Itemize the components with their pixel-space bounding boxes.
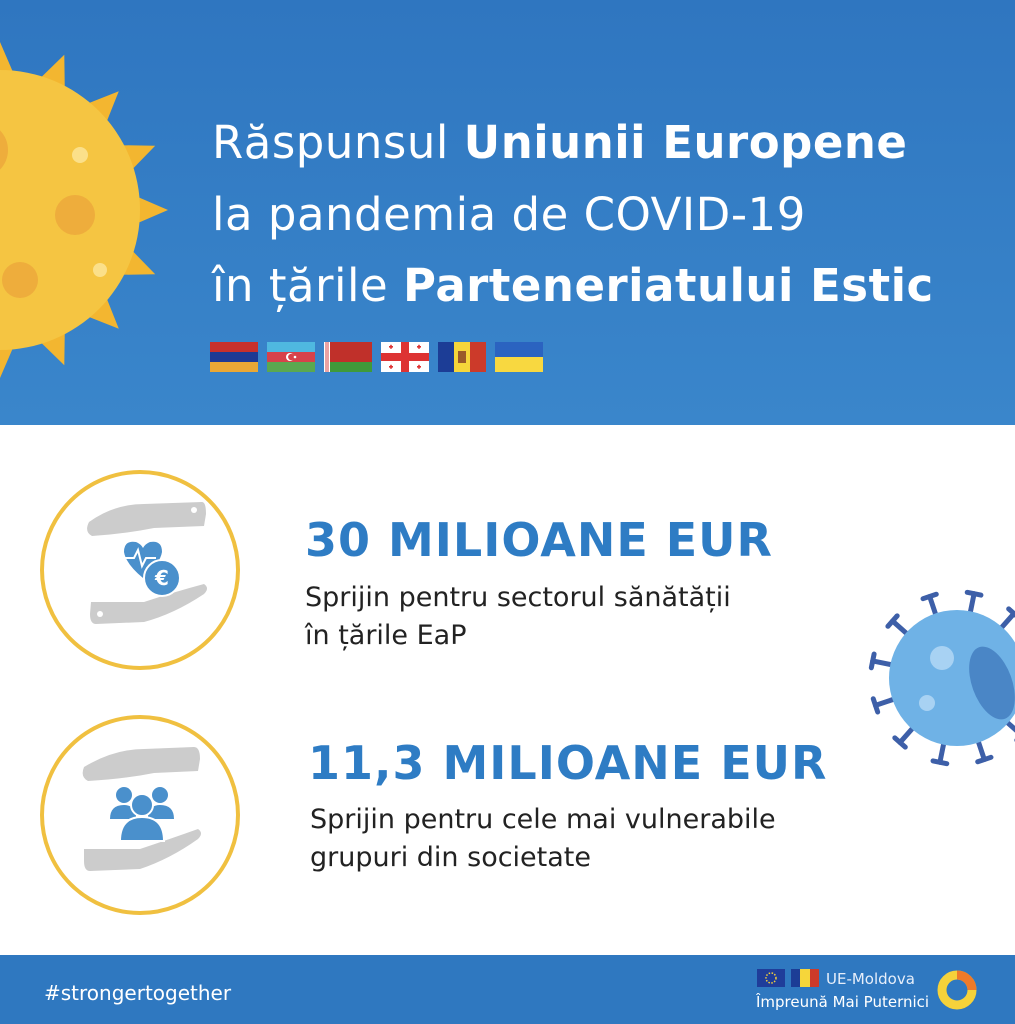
amount-vulnerable: 11,3 MILIOANE EUR	[308, 736, 828, 790]
brand-line-2: Împreună Mai Puternici	[756, 993, 930, 1011]
flag-moldova-icon	[438, 342, 486, 372]
footer: #strongertogether UE-Moldova Împreună Ma…	[0, 955, 1015, 1024]
virus-spike-cap	[868, 651, 877, 671]
flag-belarus-icon	[324, 342, 372, 372]
virus-icon	[868, 589, 1015, 767]
title-line-2: la pandemia de COVID-19	[212, 188, 806, 241]
virus-spike-cap	[870, 696, 881, 715]
sun-spike	[79, 91, 119, 131]
sun-spike	[79, 289, 119, 329]
flag-georgia-icon	[381, 342, 429, 372]
sun-icon	[0, 42, 168, 378]
eu-flag-icon	[757, 969, 785, 987]
header-banner: Răspunsul Uniunii Europene la pandemia d…	[0, 0, 1015, 425]
brand-line-1: UE-Moldova	[826, 970, 915, 988]
desc-vulnerable: Sprijin pentru cele mai vulnerabile grupu…	[310, 804, 776, 873]
virus-spike-cap	[1006, 606, 1015, 618]
title-line-1: Răspunsul Uniunii Europene	[212, 116, 908, 169]
hashtag: #strongertogether	[44, 981, 232, 1005]
desc-health: Sprijin pentru sectorul sănătății în țări…	[305, 582, 731, 651]
stronger-together-logo-icon	[937, 970, 977, 1010]
virus-spike-cap	[975, 754, 994, 765]
virus-spike-cap	[930, 758, 950, 767]
virus-spike-cap	[964, 589, 984, 598]
flag-azerbaijan-icon	[267, 342, 315, 372]
title-line-3: în țările Parteneriatului Estic	[212, 259, 934, 312]
flag-ukraine-icon	[495, 342, 543, 372]
hands-people-icon	[40, 715, 240, 915]
flag-armenia-icon	[210, 342, 258, 372]
moldova-flag-icon	[791, 969, 819, 987]
virus-spike-cap	[920, 591, 939, 602]
svg-text:€: €	[154, 566, 169, 590]
virus-spike-cap	[885, 613, 900, 629]
virus-spike-cap	[892, 735, 908, 750]
flag-row	[210, 342, 543, 372]
content-section: € 30 MILIOANE EUR Sprijin pentru sectoru…	[0, 425, 1015, 955]
hands-heart-euro-icon: €	[40, 470, 240, 670]
amount-health: 30 MILIOANE EUR	[305, 513, 773, 567]
